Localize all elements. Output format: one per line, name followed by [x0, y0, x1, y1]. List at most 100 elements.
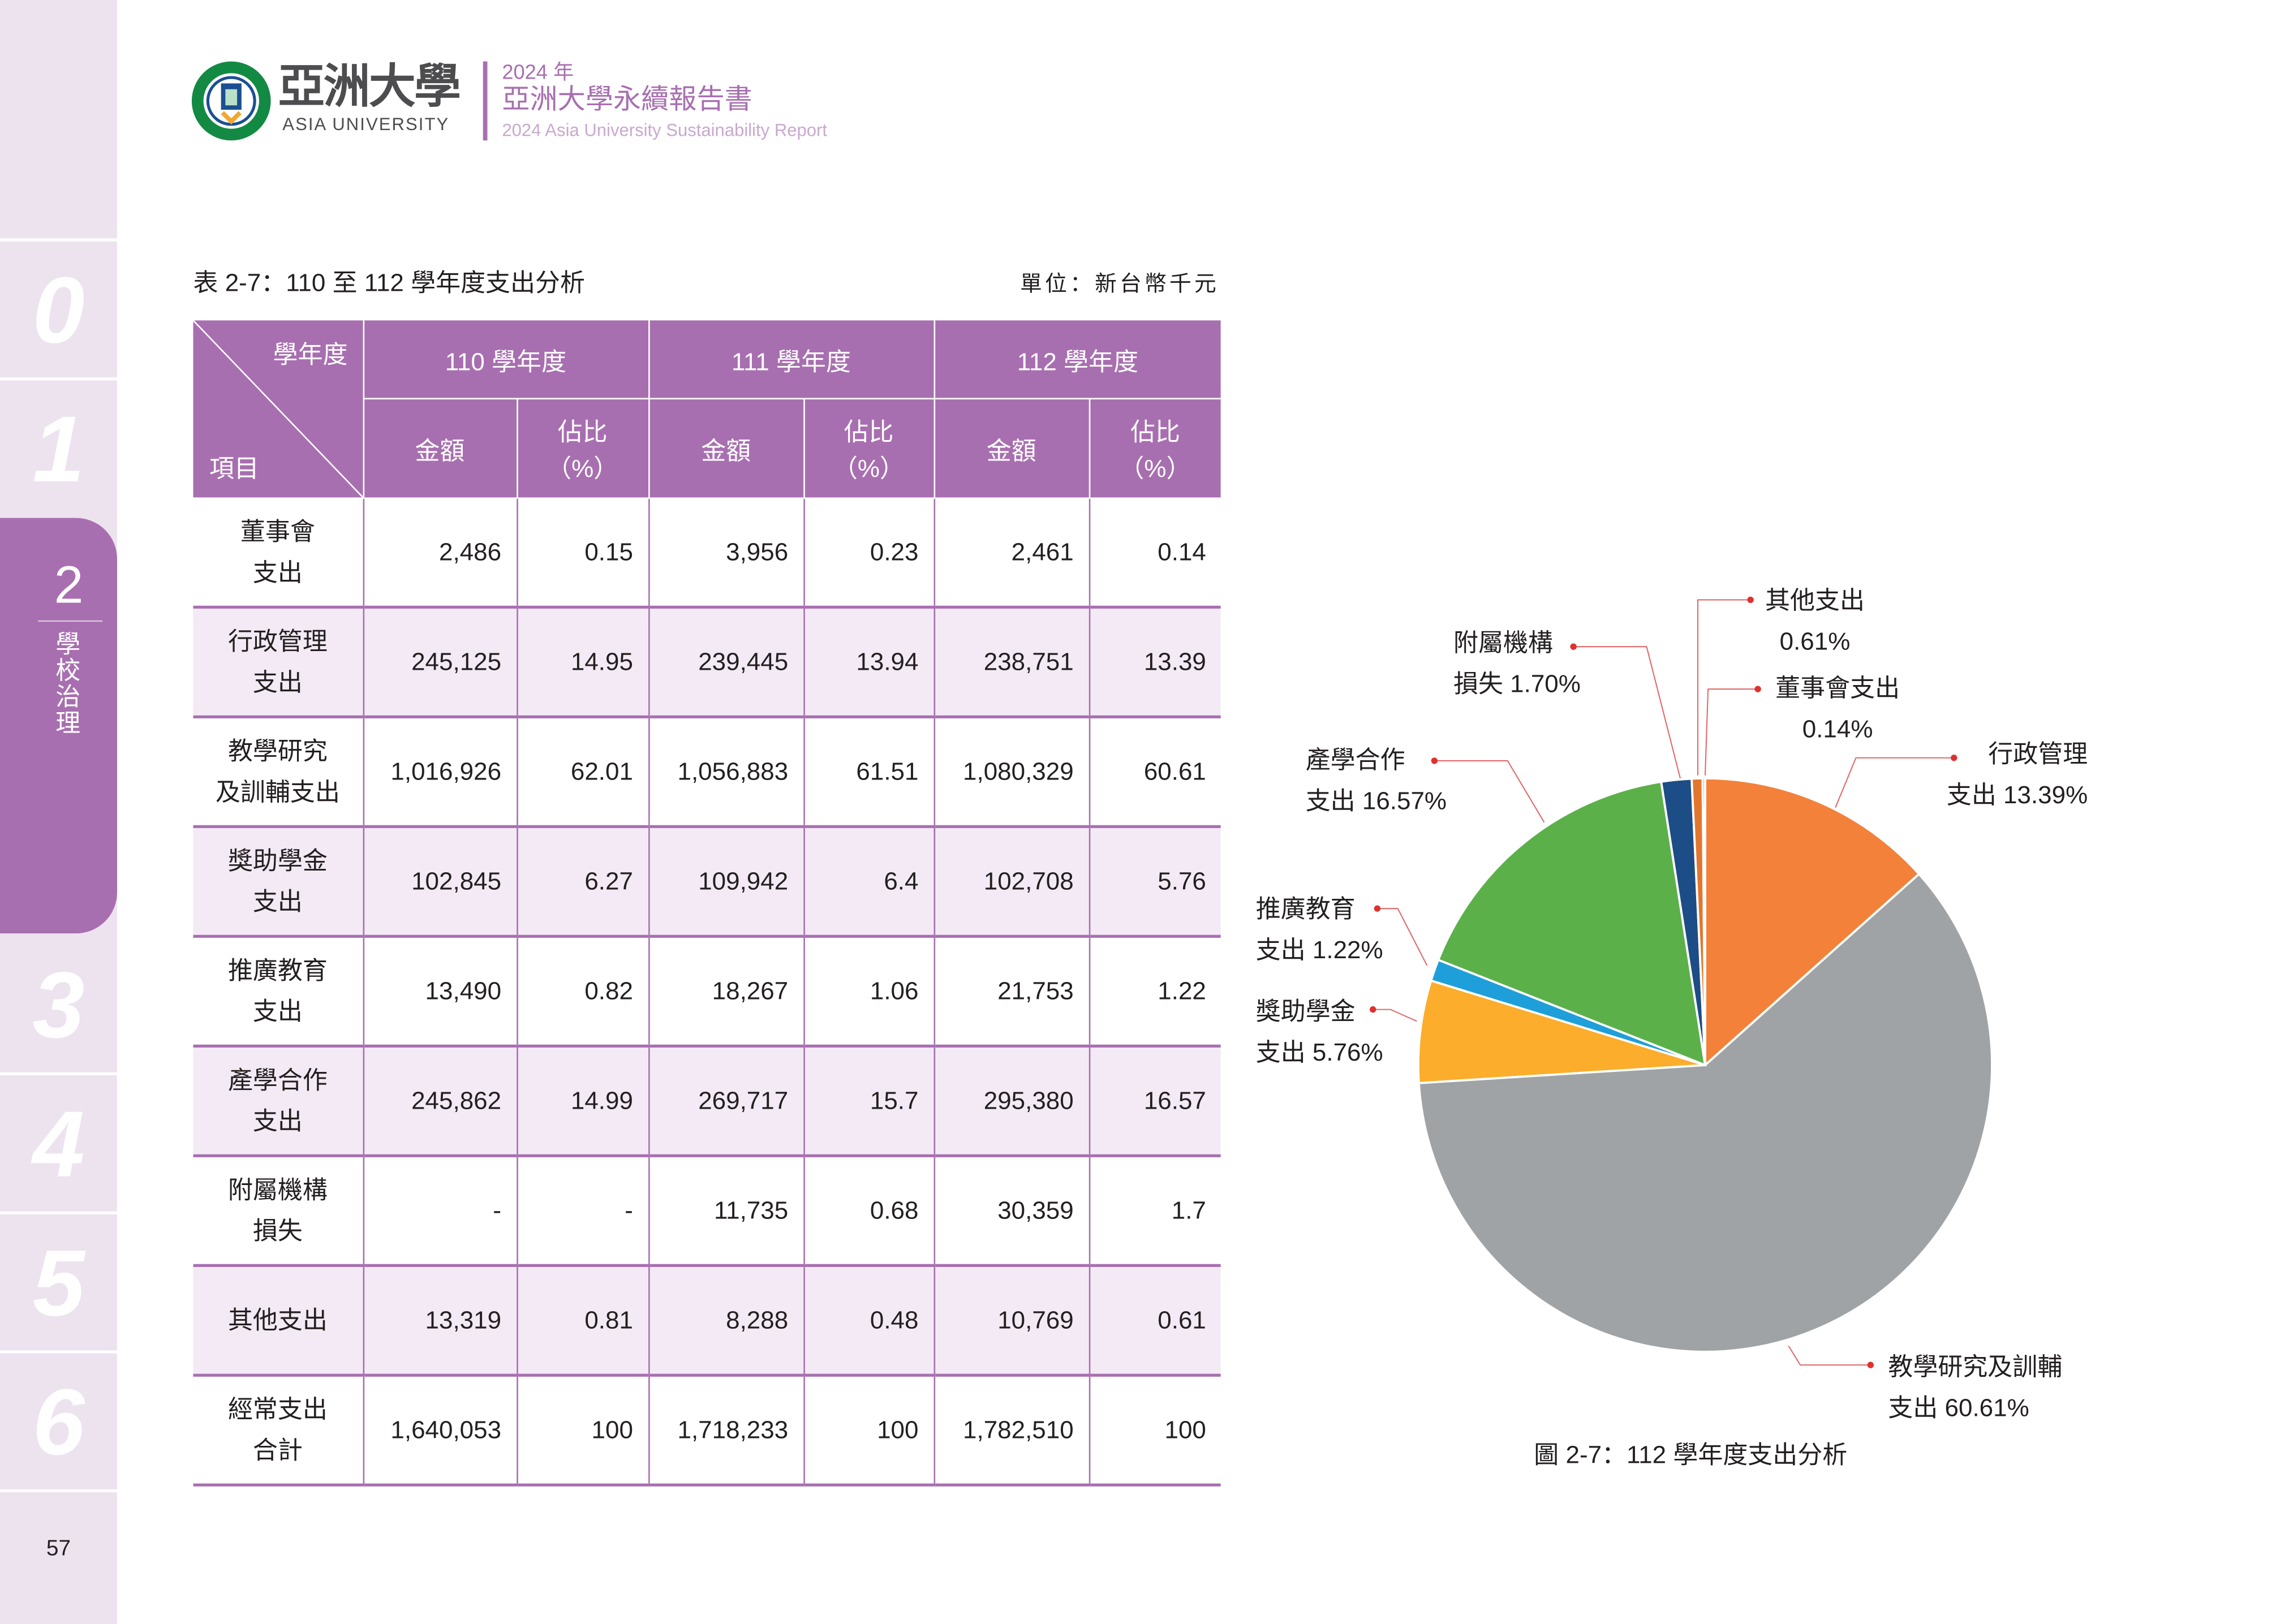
table-row: 獎助學金 支出 102,845 6.27 109,942 6.4 102,708 5.76 — [193, 826, 1221, 938]
percent-cell: 1.06 — [803, 936, 934, 1048]
chapter-tab-3[interactable]: 3 — [32, 952, 85, 1058]
row-item-line: 經常支出 — [227, 1395, 328, 1423]
tab-divider — [0, 238, 117, 242]
amount-cell: 21,753 — [933, 936, 1089, 1048]
tab-divider — [0, 377, 117, 381]
amount-header: 金額 — [362, 398, 517, 499]
tab-divider — [0, 1072, 117, 1076]
label-dot — [1754, 686, 1761, 692]
amount-cell: 1,080,329 — [933, 717, 1089, 828]
pie-label-value: 支出 5.76% — [1255, 1039, 1383, 1067]
page-number: 57 — [46, 1536, 71, 1561]
table-row: 教學研究 及訓輔支出 1,016,926 62.01 1,056,883 61.51 1,0… — [193, 717, 1221, 828]
row-item-line: 支出 — [252, 887, 303, 915]
amount-cell: 238,751 — [933, 607, 1089, 718]
percent-cell: 100 — [803, 1375, 934, 1487]
pie-label-name: 推廣教育 — [1255, 895, 1356, 924]
leader-line — [1697, 599, 1751, 776]
label-dot — [1570, 643, 1577, 650]
chapter-tab-2-active[interactable]: 2 學校治理 — [0, 518, 117, 934]
row-item-line: 行政管理 — [227, 627, 328, 655]
row-item-line: 合計 — [252, 1436, 303, 1464]
label-dot — [1374, 905, 1381, 912]
chapter-tab-4[interactable]: 4 — [32, 1091, 85, 1197]
year-header-110: 110 學年度 — [362, 320, 649, 399]
amount-cell: 269,717 — [647, 1046, 804, 1157]
label-dot — [1867, 1362, 1874, 1368]
amount-cell: 30,359 — [933, 1156, 1089, 1267]
percent-cell: 0.23 — [803, 498, 934, 609]
table-row: 附屬機構 損失 - -11,735 0.68 30,359 1.7 — [193, 1156, 1221, 1267]
pie-label: 獎助學金 支出 5.76% — [1256, 992, 1383, 1074]
pie-label-name: 附屬機構 — [1453, 629, 1553, 657]
percent-cell: 0.48 — [803, 1265, 934, 1377]
row-item-line: 支出 — [252, 997, 303, 1025]
percent-header: 佔比 （%） — [803, 398, 934, 499]
tab-divider — [0, 1350, 117, 1354]
table-caption: 表 2-7：110 至 112 學年度支出分析 — [193, 269, 585, 298]
pie-label-value: 0.14% — [1802, 715, 1873, 743]
row-item-line: 及訓輔支出 — [215, 777, 340, 805]
chapter-tab-0[interactable]: 0 — [32, 257, 85, 363]
row-item-line: 董事會 — [240, 517, 315, 545]
percent-cell: 13.39 — [1088, 607, 1221, 718]
percent-cell: 6.27 — [515, 826, 649, 938]
amount-cell: 1,640,053 — [362, 1375, 517, 1487]
percent-header-label: 佔比 — [557, 419, 608, 447]
year-header-112: 112 學年度 — [933, 320, 1221, 399]
chapter-tab-5[interactable]: 5 — [32, 1230, 85, 1336]
leader-line — [1434, 760, 1545, 823]
amount-cell: 1,056,883 — [647, 717, 804, 828]
pie-label-name: 其他支出 — [1765, 587, 1865, 615]
table-row: 其他支出 13,319 0.81 8,288 0.48 10,769 0.61 — [193, 1265, 1221, 1377]
chapter-sidebar: 0 1 2 學校治理 3 4 5 6 57 — [0, 0, 117, 1624]
report-title: 亞洲大學永續報告書 — [502, 85, 752, 116]
amount-cell: 8,288 — [647, 1265, 804, 1377]
row-item-line: 其他支出 — [227, 1306, 328, 1334]
figure-caption: 圖 2-7：112 學年度支出分析 — [1534, 1441, 1848, 1469]
percent-header: 佔比 （%） — [1088, 398, 1221, 499]
leader-line — [1788, 1345, 1871, 1366]
row-item: 董事會 支出 — [193, 498, 363, 609]
corner-item-label: 項目 — [209, 455, 259, 483]
percent-cell: 1.7 — [1088, 1156, 1221, 1267]
amount-cell: 18,267 — [647, 936, 804, 1048]
label-dot — [1370, 1006, 1376, 1013]
row-item-line: 教學研究 — [227, 736, 328, 765]
pie-label: 教學研究及訓輔 支出 60.61% — [1888, 1347, 2062, 1429]
year-header-111: 111 學年度 — [647, 320, 934, 399]
percent-cell: 0.68 — [803, 1156, 934, 1267]
amount-cell: 1,718,233 — [647, 1375, 804, 1487]
amount-cell: 295,380 — [933, 1046, 1089, 1157]
chapter-tab-1[interactable]: 1 — [32, 396, 85, 502]
amount-cell: 239,445 — [647, 607, 804, 718]
pie-label: 推廣教育 支出 1.22% — [1256, 890, 1383, 972]
percent-header-label: 佔比 — [1130, 419, 1180, 447]
percent-header-unit: （%） — [547, 455, 619, 484]
chapter-tab-6[interactable]: 6 — [32, 1369, 85, 1475]
amount-cell: 13,319 — [362, 1265, 517, 1377]
percent-cell: 6.4 — [803, 826, 934, 938]
row-item: 產學合作 支出 — [193, 1046, 363, 1157]
row-item: 獎助學金 支出 — [193, 826, 363, 938]
row-item: 附屬機構 損失 — [193, 1156, 363, 1267]
percent-header-label: 佔比 — [844, 419, 894, 447]
amount-cell: - — [362, 1156, 517, 1267]
row-item-line: 損失 — [252, 1216, 303, 1244]
table-row: 經常支出 合計 1,640,053 100 1,718,233 100 1,782,510 1… — [193, 1375, 1221, 1487]
pie-label-value: 支出 60.61% — [1888, 1394, 2029, 1422]
amount-cell: 1,782,510 — [933, 1375, 1089, 1487]
percent-cell: 60.61 — [1088, 717, 1221, 828]
leader-line — [1835, 757, 1954, 808]
percent-header-unit: （%） — [832, 455, 905, 484]
percent-cell: 0.15 — [515, 498, 649, 609]
pie-label: 產學合作 支出 16.57% — [1306, 740, 1447, 822]
percent-cell: 0.61 — [1088, 1265, 1221, 1377]
tab-divider — [0, 1489, 117, 1493]
label-dot — [1431, 757, 1438, 764]
university-name-en: ASIA UNIVERSITY — [282, 114, 450, 135]
table-row: 推廣教育 支出 13,490 0.82 18,267 1.06 21,753 1.22 — [193, 936, 1221, 1048]
amount-cell: 102,708 — [933, 826, 1089, 938]
percent-cell: 1.22 — [1088, 936, 1221, 1048]
